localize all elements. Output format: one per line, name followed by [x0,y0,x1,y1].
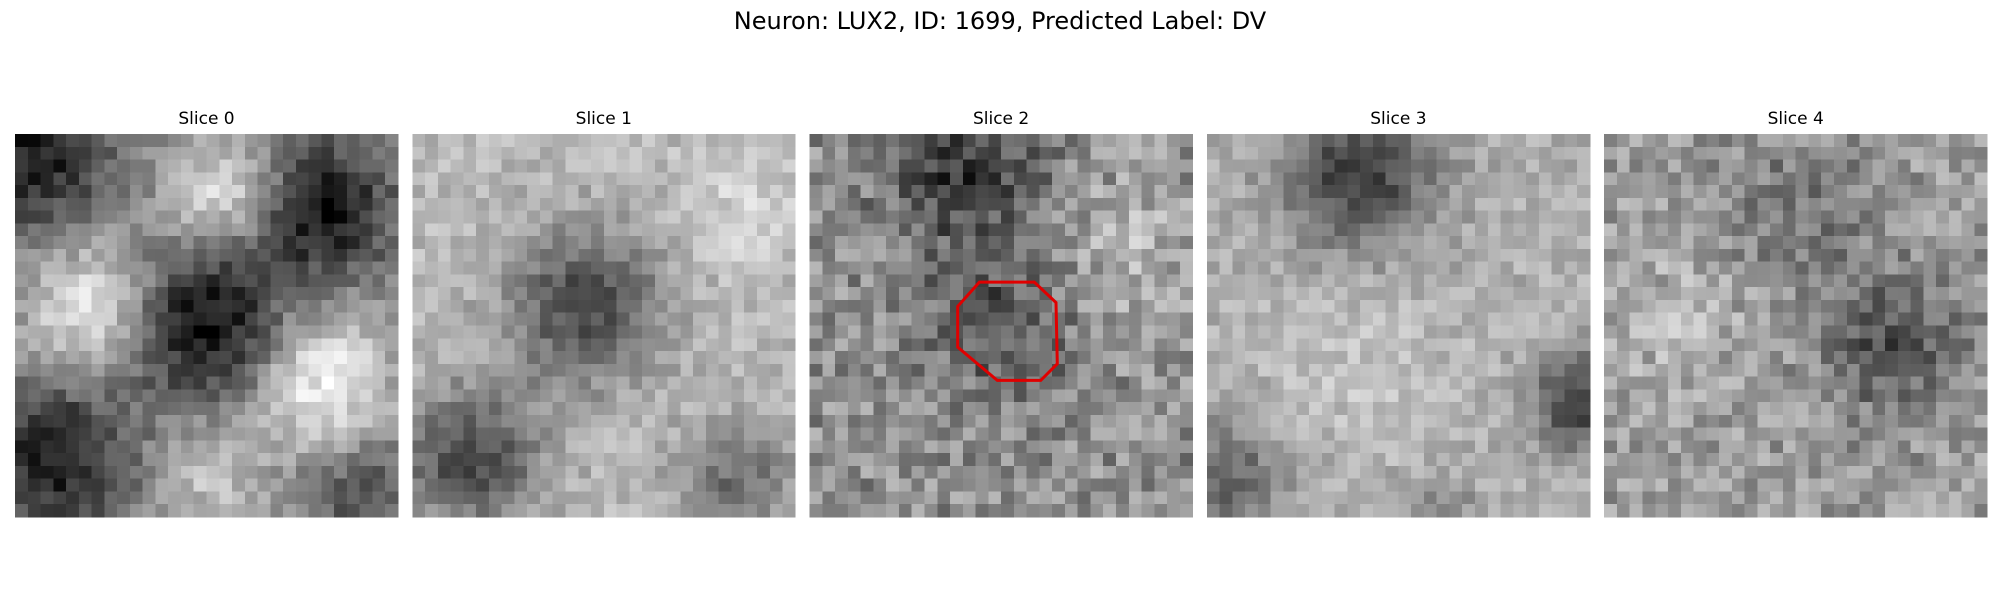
panel-title: Slice 4 [1768,109,1824,129]
figure-title: Neuron: LUX2, ID: 1699, Predicted Label:… [734,7,1267,35]
slice-image [1206,134,1591,518]
panel-title: Slice 0 [178,109,234,129]
panels: Slice 0 Slice 1 Slice 2 Slice 3 Slice 4 [15,109,1988,518]
slice-image [412,134,796,518]
slice-image [15,134,399,518]
panel-title: Slice 3 [1370,109,1426,129]
slice-image [809,134,1193,518]
roi-contour [956,280,1059,382]
slice-image [1604,134,1988,518]
panel-title: Slice 2 [973,109,1029,129]
panel-title: Slice 1 [576,109,632,129]
